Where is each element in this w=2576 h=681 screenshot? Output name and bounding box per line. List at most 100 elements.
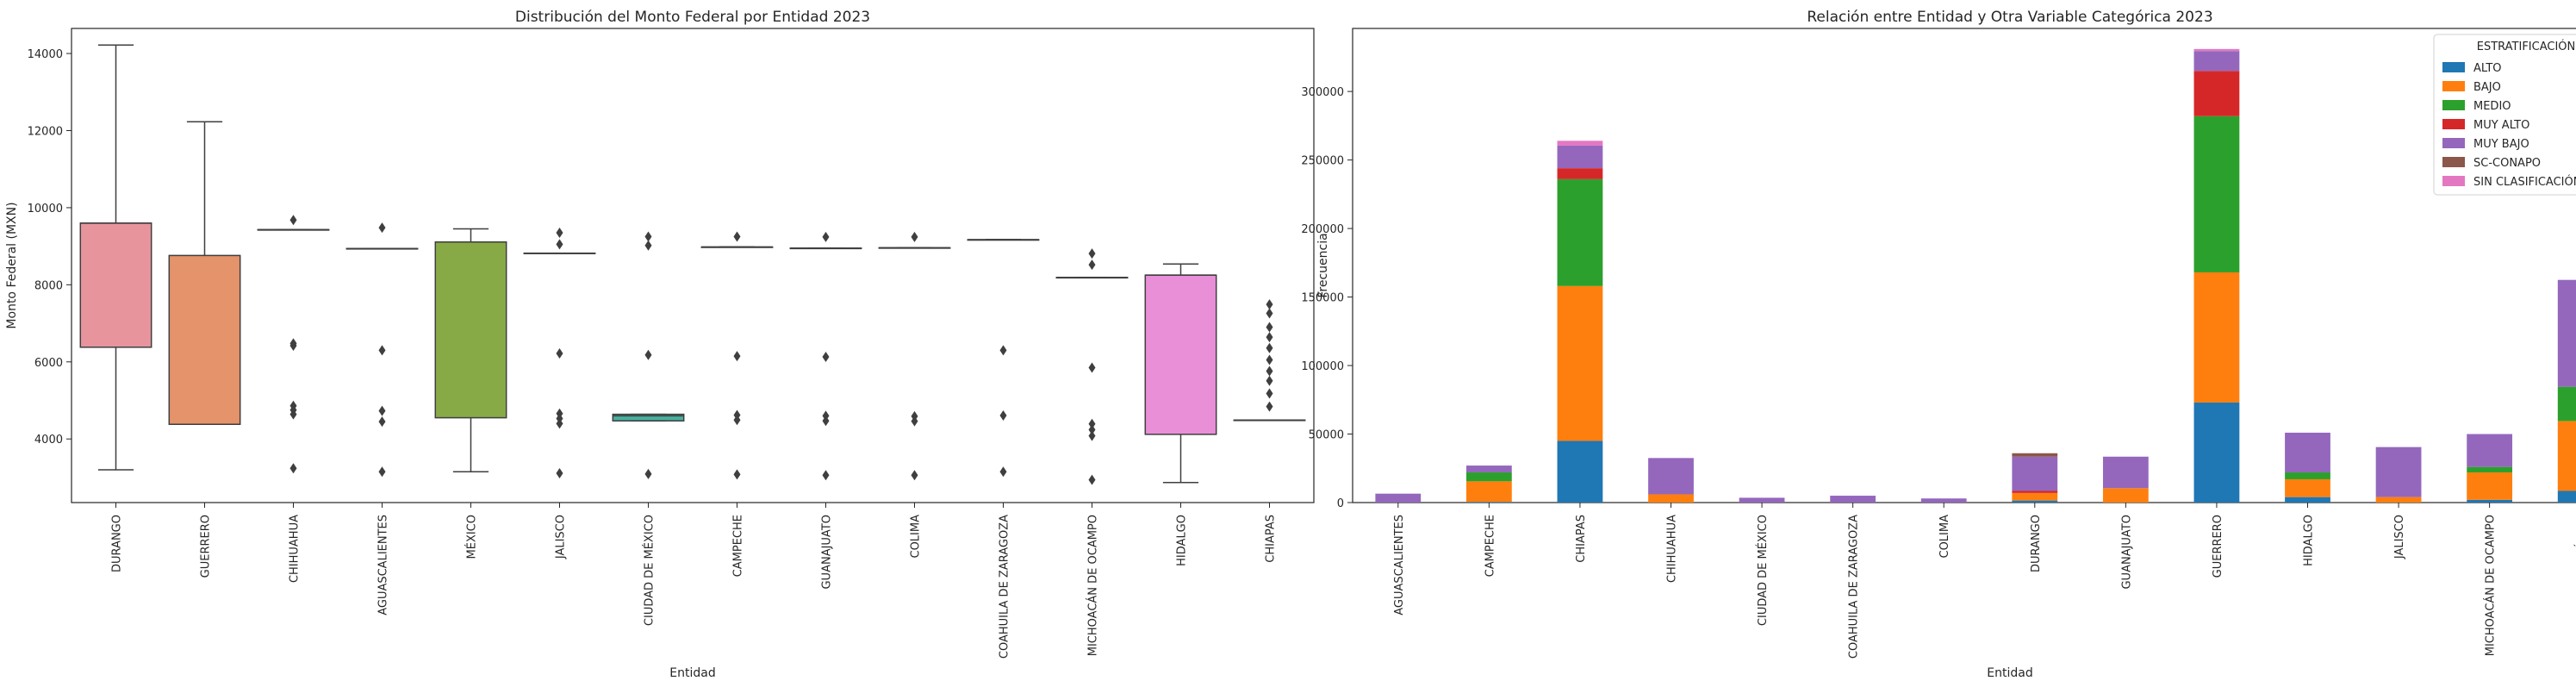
box-outlier (644, 240, 652, 251)
legend-swatch (2442, 119, 2465, 129)
box-durango (79, 44, 152, 471)
box-guerrero (168, 121, 241, 425)
box-plot-y-axis-label: Monto Federal (MXN) (5, 202, 19, 328)
box-outlier (378, 416, 386, 428)
box-outlier (644, 349, 652, 360)
bar-segment (2102, 456, 2149, 489)
bar-segment (1375, 493, 1422, 503)
box-outlier (644, 468, 652, 479)
legend-title: ESTRATIFICACIÓN (2477, 40, 2576, 53)
bar-segment (2012, 500, 2058, 503)
box-outlier (1266, 401, 1273, 412)
x-tick-label: GUERRERO (200, 515, 213, 578)
stacked-bar-area (1352, 28, 2576, 503)
y-tick-label: 12000 (28, 125, 63, 138)
box-outlier (556, 227, 563, 238)
box-campeche (700, 231, 774, 480)
bar-segment (2285, 432, 2330, 473)
bar-segment (1739, 497, 1785, 503)
x-tick-label: AGUASCALIENTES (1393, 515, 1406, 615)
box-outlier (999, 345, 1007, 356)
box-outlier (822, 351, 830, 362)
box-guanajuato (789, 231, 862, 481)
legend-swatch (2442, 138, 2465, 148)
x-tick-label: CHIHUAHUA (1666, 515, 1679, 583)
box-outlier (556, 418, 563, 429)
x-tick-label: HIDALGO (1176, 515, 1189, 566)
bar-segment (1830, 496, 1876, 503)
x-tick-label: MICHOACÁN DE OCAMPO (1086, 515, 1100, 656)
legend-label: ALTO (2473, 62, 2502, 75)
box-outlier (911, 415, 918, 427)
box-outlier (1088, 259, 1096, 271)
x-tick-label: MÉXICO (465, 515, 479, 559)
box-ciudad-de-m-xico (612, 231, 685, 479)
box-outlier (911, 231, 918, 242)
x-tick-label: MÉXICO (2574, 515, 2576, 559)
box-outlier (1088, 430, 1096, 441)
x-tick-label: DURANGO (111, 515, 124, 572)
stacked-bar-x-axis-label: Entidad (1987, 666, 2032, 680)
bar-segment (1557, 168, 1603, 179)
y-tick-label: 10000 (28, 203, 63, 216)
bar-segment (2467, 499, 2513, 503)
x-tick-label: CAMPECHE (732, 515, 745, 577)
x-tick-label: COAHUILA DE ZARAGOZA (1848, 515, 1861, 659)
stacked-bar-marks (1375, 48, 2576, 503)
bar-segment (2285, 478, 2330, 497)
legend-label: MEDIO (2473, 100, 2511, 113)
box-outlier (1266, 308, 1273, 319)
box-outlier (378, 222, 386, 234)
box-iqr (79, 222, 152, 348)
bar-segment (1648, 494, 1694, 503)
bar-segment (2193, 71, 2240, 116)
box-outlier (1266, 299, 1273, 310)
legend-swatch (2442, 176, 2465, 186)
legend-label: MUY BAJO (2473, 138, 2529, 151)
box-outlier (822, 415, 830, 427)
x-tick-label: CHIAPAS (1575, 515, 1588, 563)
x-tick-label: JALISCO (2393, 515, 2406, 559)
x-tick-label: CIUDAD DE MÉXICO (1756, 515, 1770, 626)
bar-segment (1920, 498, 1967, 503)
box-outlier (1266, 332, 1273, 343)
x-tick-label: GUERRERO (2212, 515, 2224, 578)
x-tick-label: CAMPECHE (1484, 515, 1496, 577)
box-outlier (1088, 474, 1096, 485)
box-iqr (1144, 274, 1217, 435)
x-tick-label: AGUASCALIENTES (377, 515, 390, 615)
bar-segment (2557, 386, 2576, 422)
box-outlier (556, 347, 563, 359)
legend-label: MUY ALTO (2473, 119, 2529, 132)
bar-segment (2193, 48, 2240, 52)
bar-segment (2012, 492, 2058, 501)
bar-segment (1465, 472, 1512, 482)
box-plot-area (71, 28, 1315, 503)
box-outlier (911, 470, 918, 481)
bar-segment (2557, 490, 2576, 503)
legend-frame (2433, 34, 2576, 196)
x-tick-label: CIUDAD DE MÉXICO (643, 515, 656, 626)
box-plot-title: Distribución del Monto Federal por Entid… (515, 9, 870, 26)
box-outlier (1266, 375, 1273, 386)
stacked-bar-chart: Relación entre Entidad y Otra Variable C… (1301, 9, 2576, 680)
box-hidalgo (1144, 263, 1217, 484)
box-aguascalientes (345, 222, 419, 478)
box-m-xico (434, 228, 507, 472)
box-iqr (434, 241, 507, 419)
box-outlier (378, 405, 386, 416)
box-outlier (999, 409, 1007, 421)
box-outlier (378, 345, 386, 356)
bar-segment (2193, 402, 2240, 503)
box-plot-x-axis-label: Entidad (669, 666, 715, 680)
bar-segment (1465, 502, 1512, 503)
box-outlier (1266, 365, 1273, 377)
bar-segment (2102, 488, 2149, 503)
box-outlier (1088, 424, 1096, 435)
x-tick-label: COAHUILA DE ZARAGOZA (999, 515, 1011, 659)
legend: ESTRATIFICACIÓN ALTO BAJO MEDIO MUY ALTO MUY … (2433, 34, 2576, 196)
bar-segment (1465, 481, 1512, 503)
box-outlier (1266, 354, 1273, 365)
box-outlier (289, 340, 297, 352)
y-tick-label: 150000 (1301, 292, 1344, 305)
